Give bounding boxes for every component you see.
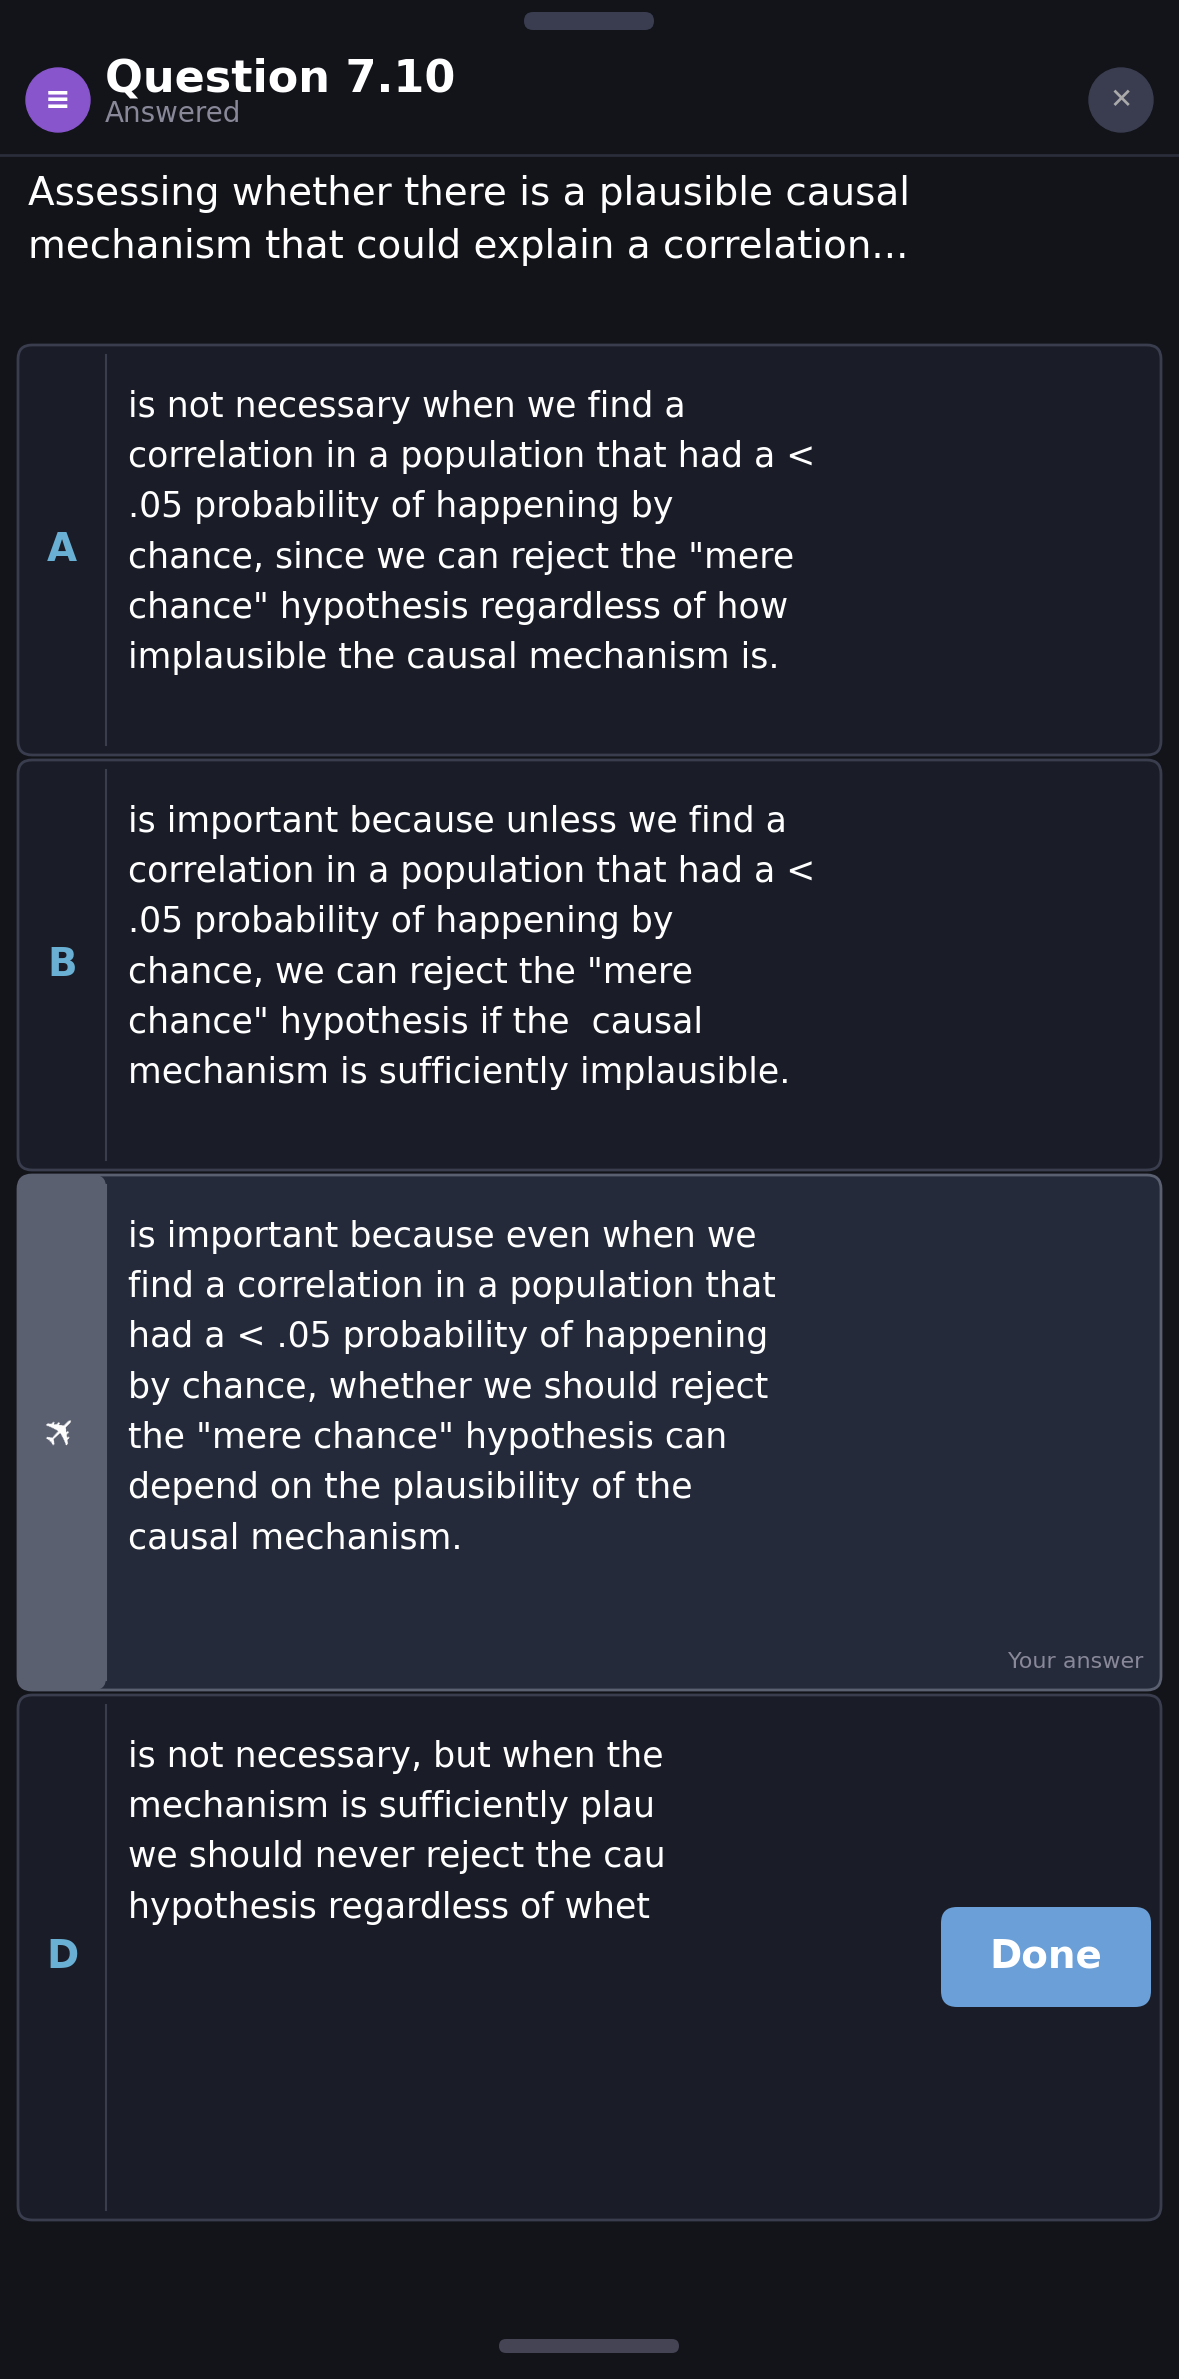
Text: ✈: ✈: [35, 1406, 90, 1458]
FancyBboxPatch shape: [18, 345, 1161, 754]
FancyBboxPatch shape: [523, 12, 654, 31]
Text: is not necessary, but when the
mechanism is sufficiently plau
we should never re: is not necessary, but when the mechanism…: [129, 1739, 666, 1925]
Text: is important because even when we
find a correlation in a population that
had a : is important because even when we find a…: [129, 1220, 776, 1556]
Text: Your answer: Your answer: [1008, 1651, 1142, 1672]
Text: Answered: Answered: [105, 100, 242, 128]
FancyBboxPatch shape: [18, 1694, 1161, 2220]
Circle shape: [26, 69, 90, 131]
Text: is not necessary when we find a
correlation in a population that had a <
.05 pro: is not necessary when we find a correlat…: [129, 390, 815, 676]
Text: D: D: [46, 1939, 78, 1977]
FancyBboxPatch shape: [499, 2339, 679, 2353]
Text: A: A: [47, 531, 77, 569]
Text: Question 7.10: Question 7.10: [105, 57, 455, 100]
Text: ≡: ≡: [45, 86, 71, 114]
Text: ✕: ✕: [1109, 86, 1133, 114]
Text: Assessing whether there is a plausible causal
mechanism that could explain a cor: Assessing whether there is a plausible c…: [28, 176, 910, 266]
FancyBboxPatch shape: [18, 759, 1161, 1170]
Circle shape: [1089, 69, 1153, 131]
Text: Done: Done: [989, 1939, 1102, 1977]
FancyBboxPatch shape: [941, 1908, 1151, 2008]
FancyBboxPatch shape: [18, 1175, 106, 1689]
Text: is important because unless we find a
correlation in a population that had a <
.: is important because unless we find a co…: [129, 804, 815, 1090]
FancyBboxPatch shape: [18, 1175, 1161, 1689]
Text: B: B: [47, 947, 77, 985]
